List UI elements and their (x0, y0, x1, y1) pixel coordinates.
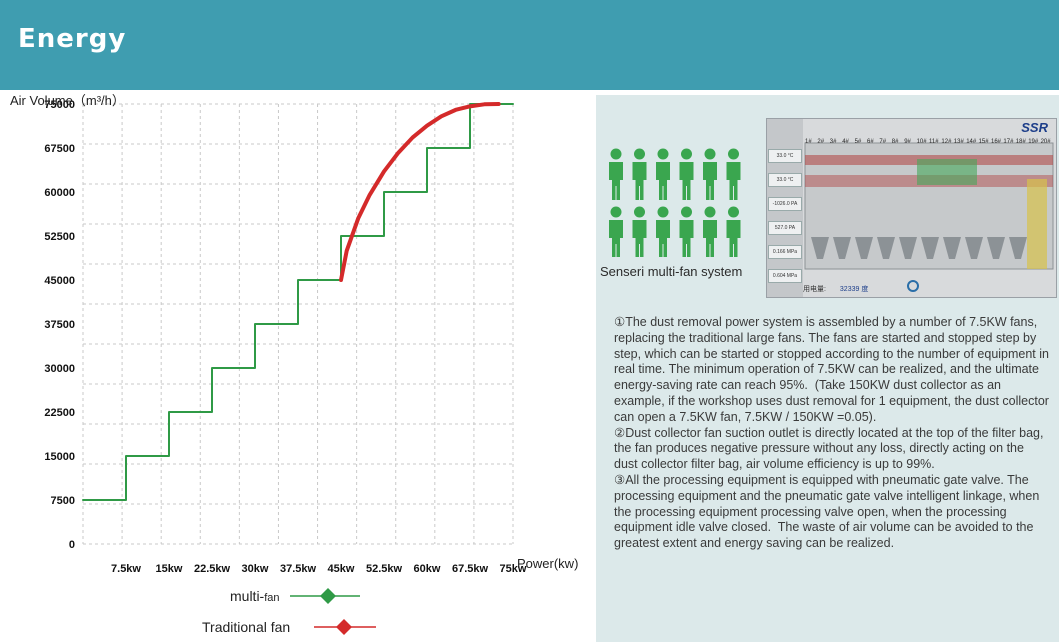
x-tick-label: 7.5kw (111, 563, 141, 575)
fan-labels-row: 1# 2# 3# 4# 5# 6# 7# 8# 9# 10# 11# 12# 13# 14# 15# 16# 1… (805, 139, 1055, 149)
air-volume-chart: 0 7500 15000 22500 30000 37500 45000 52500 60000… (10, 93, 578, 575)
person-icon (609, 206, 623, 257)
fan-label: 11# (929, 139, 939, 145)
fan-label: 15# (978, 139, 989, 145)
person-icon (703, 148, 717, 200)
y-tick-label: 30000 (44, 363, 75, 375)
fan-label: 8# (891, 139, 899, 145)
y-axis-label: Air Volume（m³/h） (10, 93, 125, 108)
person-icon (726, 206, 741, 257)
legend-label-multi-fan-main: multi- (230, 588, 265, 604)
fan-label: 1# (805, 139, 812, 145)
sensor-value: 33.0 °C (768, 149, 802, 163)
y-tick-label: 7500 (51, 495, 75, 507)
people-icon (609, 148, 741, 257)
person-icon (679, 206, 694, 257)
fan-label: 17# (1003, 139, 1014, 145)
fan-label: 9# (904, 139, 911, 145)
person-icon (679, 148, 694, 200)
traditional-fan-series-line (339, 102, 501, 282)
x-tick-label: 22.5kw (194, 563, 231, 575)
person-icon (726, 148, 741, 200)
consumption-label: 用电量: (803, 286, 826, 293)
x-tick-label: 15kw (156, 563, 183, 575)
fan-label: 19# (1028, 139, 1039, 145)
sensor-value: -1026.0 PA (768, 197, 802, 211)
y-tick-label: 45000 (44, 275, 75, 287)
fan-label: 20# (1040, 139, 1051, 145)
legend-marker-multi-fan (290, 588, 360, 604)
x-tick-label: 45kw (328, 563, 355, 575)
legend-label-traditional-fan: Traditional fan (202, 619, 290, 635)
fan-label: 7# (879, 139, 887, 145)
system-caption: Senseri multi-fan system (600, 264, 743, 279)
fan-label: 12# (941, 139, 952, 145)
person-icon (609, 148, 623, 200)
x-tick-label: 60kw (414, 563, 441, 575)
person-icon (703, 206, 717, 257)
fan-label: 13# (953, 139, 964, 145)
person-icon (656, 148, 670, 200)
gear-icon (907, 280, 919, 292)
fan-label: 6# (867, 139, 874, 145)
legend-label-multi-fan: multi-fan (230, 588, 280, 604)
x-axis-label: Power(kw) (517, 556, 578, 571)
x-tick-label: 75kw (500, 563, 527, 575)
x-tick-label: 67.5kw (452, 563, 489, 575)
x-tick-label: 52.5kw (366, 563, 403, 575)
legend-label-multi-fan-small: fan (264, 592, 280, 604)
sensor-values-column: 33.0 °C 33.0 °C -1026.0 PA 527.0 PA 0.166 MP… (768, 149, 802, 293)
header-banner: Energy (0, 0, 1059, 90)
sensor-value: 33.0 °C (768, 173, 802, 187)
feature-paragraph-2: ②Dust collector fan suction outlet is di… (614, 425, 1044, 472)
fan-label: 2# (817, 139, 825, 145)
feature-paragraph-1: ①The dust removal power system is assemb… (614, 315, 1049, 424)
y-tick-label: 52500 (44, 231, 75, 243)
fan-label: 10# (916, 139, 927, 145)
fan-label: 4# (842, 139, 849, 145)
fan-label: 14# (966, 139, 977, 145)
fan-label: 18# (1015, 139, 1026, 145)
y-tick-label: 67500 (44, 143, 75, 155)
y-tick-label: 60000 (44, 187, 75, 199)
power-consumption-readout: 用电量: 32339 度 (803, 284, 868, 294)
y-tick-label: 15000 (44, 451, 75, 463)
page-title: Energy (18, 24, 127, 54)
x-tick-label: 30kw (242, 563, 269, 575)
sensor-value: 0.166 MPa (768, 245, 802, 259)
consumption-value: 32339 度 (839, 286, 869, 293)
system-screenshot: SSR 1# 2# 3# 4# 5# 6# 7# 8# 9# 10# 11# 12# 13# 14# 15#… (766, 118, 1057, 298)
legend-label-traditional-fan-main: Traditional fan (202, 619, 291, 635)
multi-fan-series-line (82, 103, 514, 501)
feature-description: ①The dust removal power system is assemb… (614, 315, 1050, 552)
sensor-value: 0.604 MPa (768, 269, 802, 283)
y-tick-label: 22500 (44, 407, 75, 419)
y-tick-label: 75000 (44, 99, 75, 111)
fan-label: 5# (854, 139, 862, 145)
legend-marker-traditional-fan (314, 619, 376, 635)
person-icon (656, 206, 670, 257)
fan-label: 3# (829, 139, 837, 145)
feature-paragraph-3: ③All the processing equipment is equippe… (614, 472, 1040, 551)
sensor-value: 527.0 PA (768, 221, 802, 235)
screenshot-logo: SSR (1021, 120, 1048, 135)
person-icon (632, 206, 647, 257)
y-tick-label: 37500 (44, 319, 75, 331)
fan-label: 16# (991, 139, 1002, 145)
person-icon (632, 148, 647, 200)
x-tick-label: 37.5kw (280, 563, 317, 575)
y-tick-label: 0 (69, 539, 75, 551)
